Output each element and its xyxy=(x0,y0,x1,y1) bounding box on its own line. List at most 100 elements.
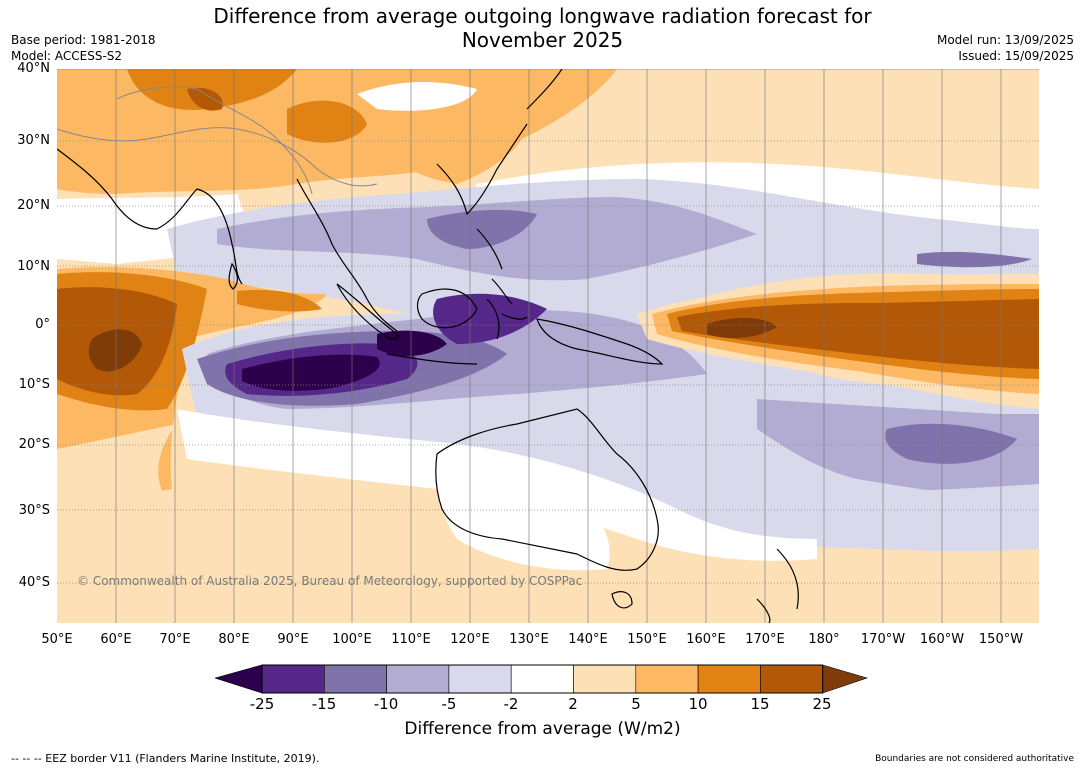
copyright-notice: © Commonwealth of Australia 2025, Bureau… xyxy=(77,574,583,588)
pacific-north-peach xyxy=(497,69,1039,184)
lon-label-160w: 160°W xyxy=(919,632,965,647)
lon-label-100e: 100°E xyxy=(332,632,372,647)
colorbar-tick-9: 15 xyxy=(750,695,770,713)
colorbar-label: Difference from average (W/m2) xyxy=(404,719,681,739)
base-period: Base period: 1981-2018 xyxy=(11,33,156,47)
pacific-purple-strip xyxy=(917,251,1032,268)
bay-orange xyxy=(237,289,322,312)
lon-label-150w: 150°W xyxy=(978,632,1024,647)
colorbar-tick-6: 2 xyxy=(568,695,578,713)
colorbar-tick-3: -10 xyxy=(373,695,399,713)
colorbar-tick-1: -25 xyxy=(249,695,275,713)
colorbar-segment-6 xyxy=(573,664,637,694)
lon-label-150e: 150°E xyxy=(627,632,667,647)
spcz-purple-dark xyxy=(885,423,1017,464)
coastlines xyxy=(57,69,799,623)
tasmania xyxy=(611,591,633,609)
china-coast xyxy=(436,123,528,216)
borneo-sulawesi-purple xyxy=(433,293,547,344)
lat-label-10s: 10°S xyxy=(18,377,50,392)
model-name: Model: ACCESS-S2 xyxy=(11,49,123,63)
colorbar-frame xyxy=(261,664,824,694)
asia-orange-2 xyxy=(287,100,367,143)
lon-label-180: 180° xyxy=(808,632,840,647)
new-guinea xyxy=(536,318,664,365)
colorbar-segment-9 xyxy=(760,664,824,694)
authority-note: Boundaries are not considered authoritat… xyxy=(875,754,1074,764)
pacific-brown xyxy=(677,299,1039,369)
lat-label-40s: 40°S xyxy=(18,575,50,590)
lat-label-10n: 10°N xyxy=(17,259,50,274)
lon-label-170e: 170°E xyxy=(745,632,785,647)
colorbar xyxy=(215,664,868,694)
title-line-1: Difference from average outgoing longwav… xyxy=(213,4,872,28)
colorbar-tick-5: -2 xyxy=(503,695,519,713)
asia-orange-1 xyxy=(127,69,297,110)
country-borders xyxy=(57,86,378,195)
lon-label-70e: 70°E xyxy=(159,632,191,647)
malay-peninsula xyxy=(296,178,398,332)
lon-label-130e: 130°E xyxy=(509,632,549,647)
map-meridians xyxy=(115,69,1002,623)
java-core xyxy=(242,354,380,391)
colorbar-segment-7 xyxy=(635,664,699,694)
title-line-2: November 2025 xyxy=(461,28,624,52)
lon-label-50e: 50°E xyxy=(41,632,73,647)
colorbar-arrow-min xyxy=(215,664,263,694)
issued-date: Issued: 15/09/2025 xyxy=(958,49,1074,63)
colorbar-segment-8 xyxy=(697,664,761,694)
lon-label-160e: 160°E xyxy=(686,632,726,647)
lon-label-140e: 140°E xyxy=(568,632,608,647)
lat-label-0: 0° xyxy=(35,317,50,332)
pacific-dark-core xyxy=(707,317,777,339)
india-coast xyxy=(57,148,243,285)
china-orange xyxy=(387,109,529,184)
lat-label-30n: 30°N xyxy=(17,133,50,148)
white-north xyxy=(357,82,477,111)
colorbar-tick-4: -5 xyxy=(441,695,457,713)
colorbar-arrow-max xyxy=(822,664,868,694)
colorbar-tick-7: 5 xyxy=(631,695,641,713)
colorbar-segment-2 xyxy=(324,664,387,694)
colorbar-tick-2: -15 xyxy=(311,695,337,713)
australia-white xyxy=(435,455,610,571)
lat-label-40n: 40°N xyxy=(17,61,50,76)
lat-label-20s: 20°S xyxy=(18,437,50,452)
meta-right: Model run: 13/09/2025 Issued: 15/09/2025 xyxy=(937,32,1074,64)
colorbar-segment-4 xyxy=(448,664,512,694)
japan-coast xyxy=(526,69,563,110)
map-canvas xyxy=(57,69,1039,623)
australia-coast xyxy=(435,408,659,571)
lon-label-80e: 80°E xyxy=(218,632,250,647)
lon-label-110e: 110°E xyxy=(391,632,431,647)
olr-anomaly-map xyxy=(57,69,1039,623)
indian-west-dark xyxy=(88,329,142,372)
java xyxy=(386,353,478,365)
south-pacific-light xyxy=(817,484,1039,552)
lon-label-60e: 60°E xyxy=(100,632,132,647)
map-title: Difference from average outgoing longwav… xyxy=(0,4,1085,52)
lon-label-120e: 120°E xyxy=(450,632,490,647)
eez-note: -- -- -- EEZ border V11 (Flanders Marine… xyxy=(11,752,320,765)
model-run: Model run: 13/09/2025 xyxy=(936,33,1074,47)
timor-core xyxy=(377,330,447,356)
new-zealand xyxy=(756,548,799,623)
sumatra xyxy=(336,283,399,340)
lon-label-170w: 170°W xyxy=(860,632,906,647)
sulawesi xyxy=(486,298,528,340)
colorbar-segment-1 xyxy=(261,664,325,694)
colorbar-segment-5 xyxy=(510,664,574,694)
colorbar-tick-8: 10 xyxy=(688,695,708,713)
philippines xyxy=(476,228,513,305)
asia-brown xyxy=(187,87,223,111)
colorbar-tick-10: 25 xyxy=(812,695,832,713)
sri-lanka xyxy=(228,262,238,290)
colorbar-segment-3 xyxy=(386,664,450,694)
meta-left: Base period: 1981-2018 Model: ACCESS-S2 xyxy=(11,32,156,64)
lat-label-20n: 20°N xyxy=(17,198,50,213)
philippines-purple xyxy=(427,209,537,249)
lat-label-30s: 30°S xyxy=(18,503,50,518)
tasmania-peach xyxy=(597,587,642,614)
borneo xyxy=(416,288,478,329)
lon-label-90e: 90°E xyxy=(277,632,309,647)
